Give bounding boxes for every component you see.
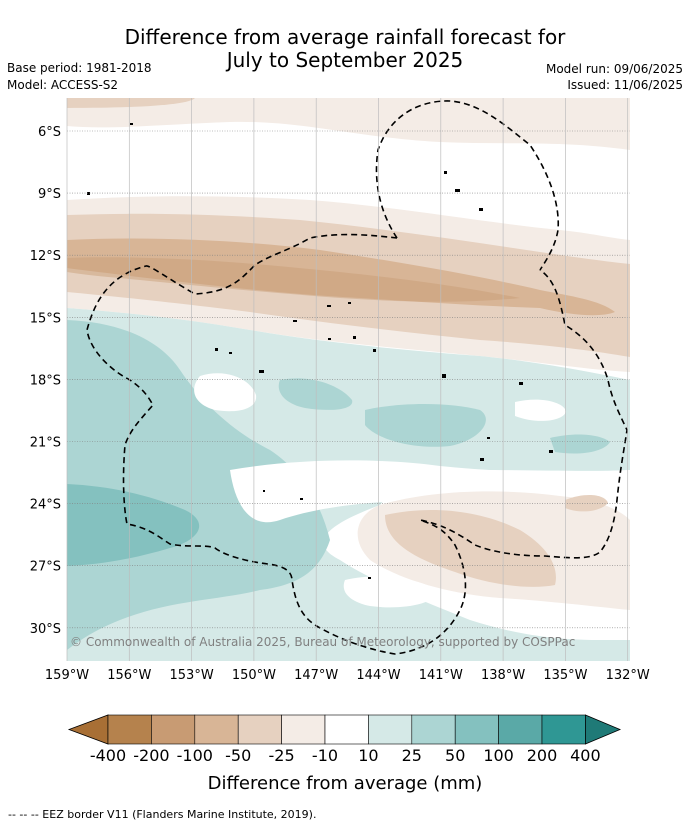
- colorbar-tick-label: -100: [177, 746, 213, 765]
- colorbar-swatch: [324, 714, 369, 745]
- white-band-24s: [230, 460, 630, 523]
- colorbar-swatch: [281, 714, 326, 745]
- colorbar-tick-label: 400: [570, 746, 601, 765]
- colorbar-swatch: [368, 714, 413, 745]
- band-100-12s: [67, 257, 520, 302]
- lat-tick-label: 30°S: [30, 622, 61, 637]
- colorbar-extend-low: [67, 714, 109, 745]
- colorbar-swatch: [541, 714, 586, 745]
- lon-tick-label: 159°W: [45, 668, 89, 683]
- colorbar-title: Difference from average (mm): [208, 773, 483, 794]
- colorbar-swatch: [151, 714, 196, 745]
- map-title-line2: July to September 2025: [226, 48, 464, 72]
- teal-patch-20s: [365, 404, 486, 447]
- lon-tick-label: 141°W: [419, 668, 463, 683]
- model-name: Model: ACCESS-S2: [7, 78, 119, 92]
- rainfall-shading: [67, 98, 630, 661]
- lat-tick-label: 24°S: [30, 498, 61, 513]
- lon-tick-label: 150°W: [232, 668, 276, 683]
- base-period: Base period: 1981-2018: [7, 61, 152, 75]
- band-50-12s: [67, 238, 615, 316]
- colorbar-tick-label: 50: [445, 746, 465, 765]
- lat-tick-label: 12°S: [30, 249, 61, 264]
- lon-tick-label: 156°W: [107, 668, 151, 683]
- map-title-line1: Difference from average rainfall forecas…: [124, 25, 566, 49]
- colorbar-swatch: [237, 714, 282, 745]
- teal-patch-19s: [278, 378, 353, 410]
- white-patch-18s: [194, 373, 257, 412]
- lon-tick-label: 144°W: [356, 668, 400, 683]
- colorbar-swatch: [194, 714, 239, 745]
- colorbar-tick-label: 25: [402, 746, 422, 765]
- teal-patch-21s-east: [550, 434, 610, 454]
- latitude-labels: 6°S 9°S 12°S 15°S 18°S 21°S 24°S 27°S 30°S: [30, 125, 61, 637]
- lon-tick-label: 153°W: [170, 668, 214, 683]
- model-run-date: Model run: 09/06/2025: [545, 62, 683, 76]
- teal-50-west: [67, 360, 144, 447]
- lon-tick-label: 138°W: [481, 668, 525, 683]
- colorbar-swatch: [107, 714, 152, 745]
- lon-tick-label: 132°W: [606, 668, 650, 683]
- lat-tick-label: 21°S: [30, 436, 61, 451]
- lat-tick-label: 27°S: [30, 560, 61, 575]
- lat-tick-label: 9°S: [38, 187, 61, 202]
- colorbar-tick-label: 200: [527, 746, 558, 765]
- lon-tick-label: 135°W: [543, 668, 587, 683]
- colorbar: [67, 714, 622, 745]
- issued-date: Issued: 11/06/2025: [567, 78, 683, 92]
- colorbar-labels: -400 -200 -100 -50 -25 -10 10 25 50 100 200 400: [90, 746, 601, 765]
- island-markers: [87, 123, 553, 579]
- colorbar-swatch: [498, 714, 543, 745]
- brown-25-south: [385, 510, 556, 587]
- colorbar-tick-label: 100: [483, 746, 514, 765]
- eez-borders: [86, 100, 628, 655]
- colorbar-tick-label: 10: [358, 746, 378, 765]
- lon-tick-label: 147°W: [294, 668, 338, 683]
- band-top-left: [67, 98, 195, 108]
- eez-footnote: -- -- -- EEZ border V11 (Flanders Marine…: [8, 808, 317, 821]
- colorbar-tick-label: -50: [225, 746, 251, 765]
- lat-tick-label: 15°S: [30, 311, 61, 326]
- band-light-top: [67, 98, 630, 150]
- white-patch-20s-east: [515, 399, 566, 421]
- copyright-notice: © Commonwealth of Australia 2025, Bureau…: [70, 635, 575, 649]
- colorbar-extend-high: [585, 714, 622, 745]
- colorbar-swatch: [454, 714, 499, 745]
- lat-tick-label: 18°S: [30, 373, 61, 388]
- lat-tick-label: 6°S: [38, 125, 61, 140]
- eez-border-french-polynesia: [86, 233, 628, 655]
- white-hole-28s: [343, 576, 440, 608]
- brown-25-24s-east: [565, 494, 608, 512]
- graticule: [66, 98, 630, 661]
- colorbar-tick-label: -10: [312, 746, 338, 765]
- colorbar-swatch: [411, 714, 456, 745]
- colorbar-tick-label: -200: [133, 746, 169, 765]
- colorbar-tick-label: -25: [269, 746, 295, 765]
- longitude-labels: 159°W 156°W 153°W 150°W 147°W 144°W 141°W 138°W…: [45, 668, 650, 683]
- colorbar-tick-label: -400: [90, 746, 126, 765]
